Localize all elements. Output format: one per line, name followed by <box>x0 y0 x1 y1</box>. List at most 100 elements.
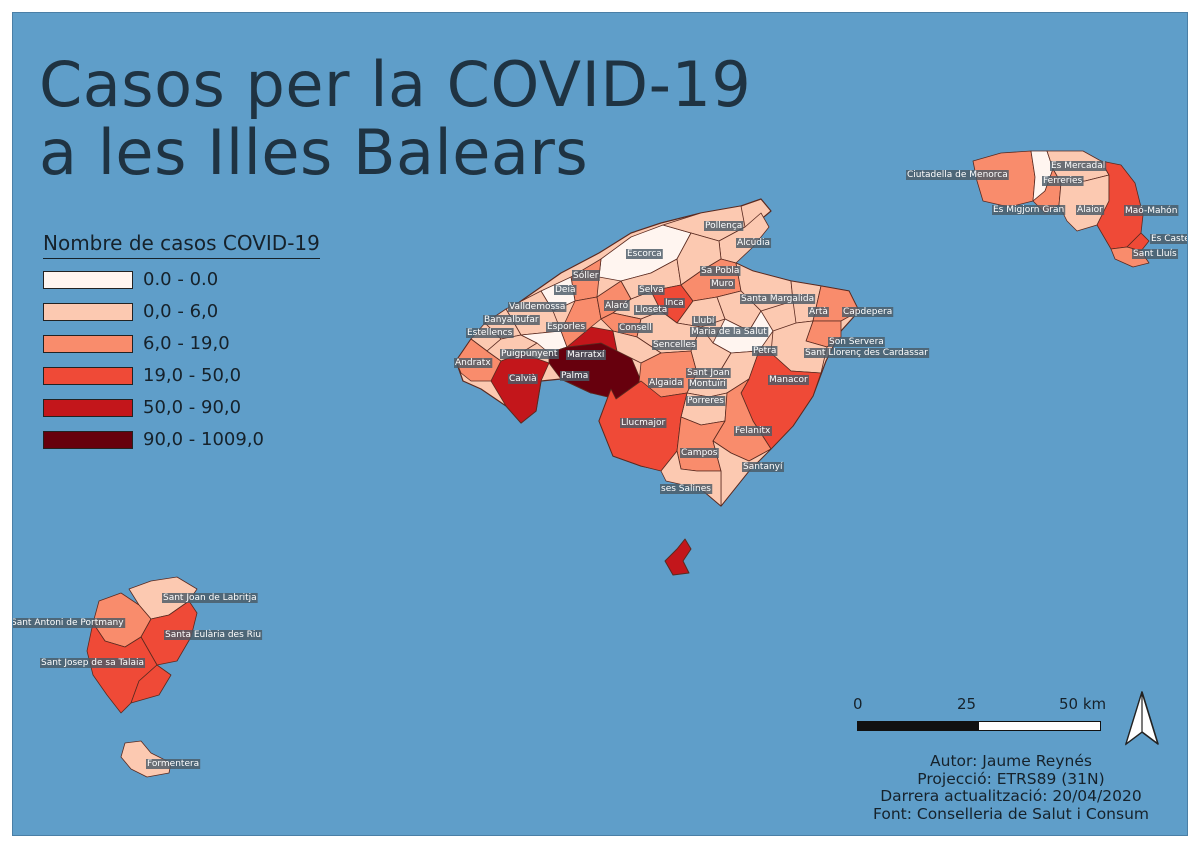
svg-text:Valldemossa: Valldemossa <box>509 302 565 312</box>
municipality-Eivissa <box>130 664 172 704</box>
legend-title: Nombre de casos COVID-19 <box>43 231 320 259</box>
legend-swatch <box>43 302 133 321</box>
map-label: Artà <box>808 307 829 317</box>
map-label: Maria de la Salut <box>690 327 769 337</box>
map-label: Escorca <box>626 249 663 259</box>
svg-text:Llubí: Llubí <box>693 316 715 326</box>
map-label: Sa Pobla <box>700 266 741 276</box>
map-label: Sant Josep de sa Talaia <box>40 658 146 668</box>
map-label: Lloseta <box>634 305 669 315</box>
svg-text:Alaró: Alaró <box>605 300 629 311</box>
legend-label: 6,0 - 19,0 <box>143 333 230 354</box>
map-label: Esporles <box>546 322 587 332</box>
svg-text:ses Salines: ses Salines <box>661 484 711 494</box>
map-label: Sóller <box>572 270 600 281</box>
svg-text:Maria de la Salut: Maria de la Salut <box>691 327 767 337</box>
legend-label: 90,0 - 1009,0 <box>143 429 264 450</box>
svg-text:Montuïri: Montuïri <box>689 379 726 389</box>
svg-text:Calvià: Calvià <box>509 374 537 384</box>
map-label: Capdepera <box>842 307 894 317</box>
map-label: Petra <box>752 346 778 356</box>
credit-projection: Projecció: ETRS89 (31N) <box>917 769 1105 788</box>
scale-tick-0: 0 <box>853 695 863 713</box>
map-label: Llubí <box>692 316 716 326</box>
svg-text:Esporles: Esporles <box>547 322 585 332</box>
svg-text:Alaior: Alaior <box>1077 205 1103 215</box>
map-label: Pollença <box>704 221 744 231</box>
map-label: Sencelles <box>652 340 697 350</box>
scale-bar-segments <box>857 721 1101 731</box>
svg-text:Santanyí: Santanyí <box>743 462 783 472</box>
legend-swatch <box>43 366 133 385</box>
legend-swatch <box>43 430 133 449</box>
legend-label: 50,0 - 90,0 <box>143 397 242 418</box>
svg-text:Sant Lluís: Sant Lluís <box>1133 249 1177 259</box>
map-label: Marratxí <box>566 350 606 360</box>
map-label: Ferreries <box>1042 176 1084 186</box>
map-label: Puigpunyent <box>500 349 559 359</box>
north-arrow-icon <box>1122 690 1162 752</box>
legend-label: 0,0 - 6,0 <box>143 301 219 322</box>
svg-text:Sant Joan: Sant Joan <box>687 368 730 378</box>
map-label: Son Servera <box>828 337 885 347</box>
map-label: Sant Lluís <box>1132 249 1179 259</box>
title-line-2: a les Illes Balears <box>39 116 589 189</box>
map-label: Estellencs <box>466 328 514 338</box>
map-label: Palma <box>560 371 590 381</box>
map-label: Formentera <box>146 759 201 769</box>
svg-text:Es Mercadal: Es Mercadal <box>1051 161 1105 171</box>
svg-text:Es Castell: Es Castell <box>1151 234 1188 244</box>
map-label: Maó-Mahón <box>1124 205 1179 216</box>
svg-text:Santa Eulària des Riu: Santa Eulària des Riu <box>165 630 261 640</box>
map-label: Llucmajor <box>620 418 667 428</box>
svg-text:Manacor: Manacor <box>769 375 808 385</box>
svg-text:Banyalbufar: Banyalbufar <box>484 315 539 325</box>
map-label: Porreres <box>686 396 726 406</box>
map-label: Campos <box>680 448 719 458</box>
legend: Nombre de casos COVID-19 0.0 - 0.0 0,0 - … <box>43 231 320 455</box>
legend-swatch <box>43 398 133 417</box>
map-label: Inca <box>664 298 685 308</box>
legend-label: 0.0 - 0.0 <box>143 269 219 290</box>
map-label: Selva <box>638 285 665 295</box>
map-label: Deià <box>554 285 577 295</box>
svg-text:Sóller: Sóller <box>573 270 599 281</box>
scale-tick-25: 25 <box>957 695 977 713</box>
map-label: ses Salines <box>660 484 713 494</box>
svg-text:Campos: Campos <box>681 448 718 458</box>
map-label: Santa Margalida <box>740 294 816 304</box>
map-label: Manacor <box>768 375 809 385</box>
scale-bar: 0 25 50 km <box>849 695 1119 745</box>
credit-author: Autor: Jaume Reynés <box>930 752 1092 770</box>
svg-text:Estellencs: Estellencs <box>467 328 513 338</box>
svg-text:Sant Llorenç des Cardassar: Sant Llorenç des Cardassar <box>805 348 928 358</box>
svg-text:Capdepera: Capdepera <box>843 307 892 317</box>
legend-item: 50,0 - 90,0 <box>43 392 320 423</box>
legend-swatch <box>43 270 133 289</box>
legend-item: 19,0 - 50,0 <box>43 360 320 391</box>
svg-text:Alcúdia: Alcúdia <box>737 238 770 248</box>
svg-text:Deià: Deià <box>555 285 575 295</box>
map-label: Ciutadella de Menorca <box>906 170 1009 180</box>
map-label: Alaró <box>604 300 630 311</box>
map-label: Andratx <box>454 358 493 368</box>
svg-text:Muro: Muro <box>711 279 734 289</box>
svg-text:Llucmajor: Llucmajor <box>621 418 665 428</box>
map-label: Es Castell <box>1150 234 1188 244</box>
credit-source: Font: Conselleria de Salut i Consum <box>872 804 1149 823</box>
map-label: Alaior <box>1076 205 1105 215</box>
legend-swatch <box>43 334 133 353</box>
svg-text:Santa Margalida: Santa Margalida <box>741 294 814 304</box>
map-frame: Ciutadella de Menorca Es Mercadal Ferrerie… <box>12 12 1188 836</box>
svg-text:Petra: Petra <box>753 346 776 356</box>
legend-label: 19,0 - 50,0 <box>143 365 242 386</box>
map-label: Santa Eulària des Riu <box>164 630 263 640</box>
map-label: Sant Llorenç des Cardassar <box>804 348 930 358</box>
map-label: Banyalbufar <box>483 315 540 325</box>
credits: Autor: Jaume Reynés Projecció: ETRS89 (3… <box>872 752 1149 823</box>
svg-text:Es Migjorn Gran: Es Migjorn Gran <box>993 205 1064 215</box>
svg-text:Ciutadella de Menorca: Ciutadella de Menorca <box>907 170 1008 180</box>
svg-text:Consell: Consell <box>619 323 652 333</box>
svg-text:Escorca: Escorca <box>627 249 662 259</box>
map-label: Sant Joan de Labritja <box>162 593 258 603</box>
